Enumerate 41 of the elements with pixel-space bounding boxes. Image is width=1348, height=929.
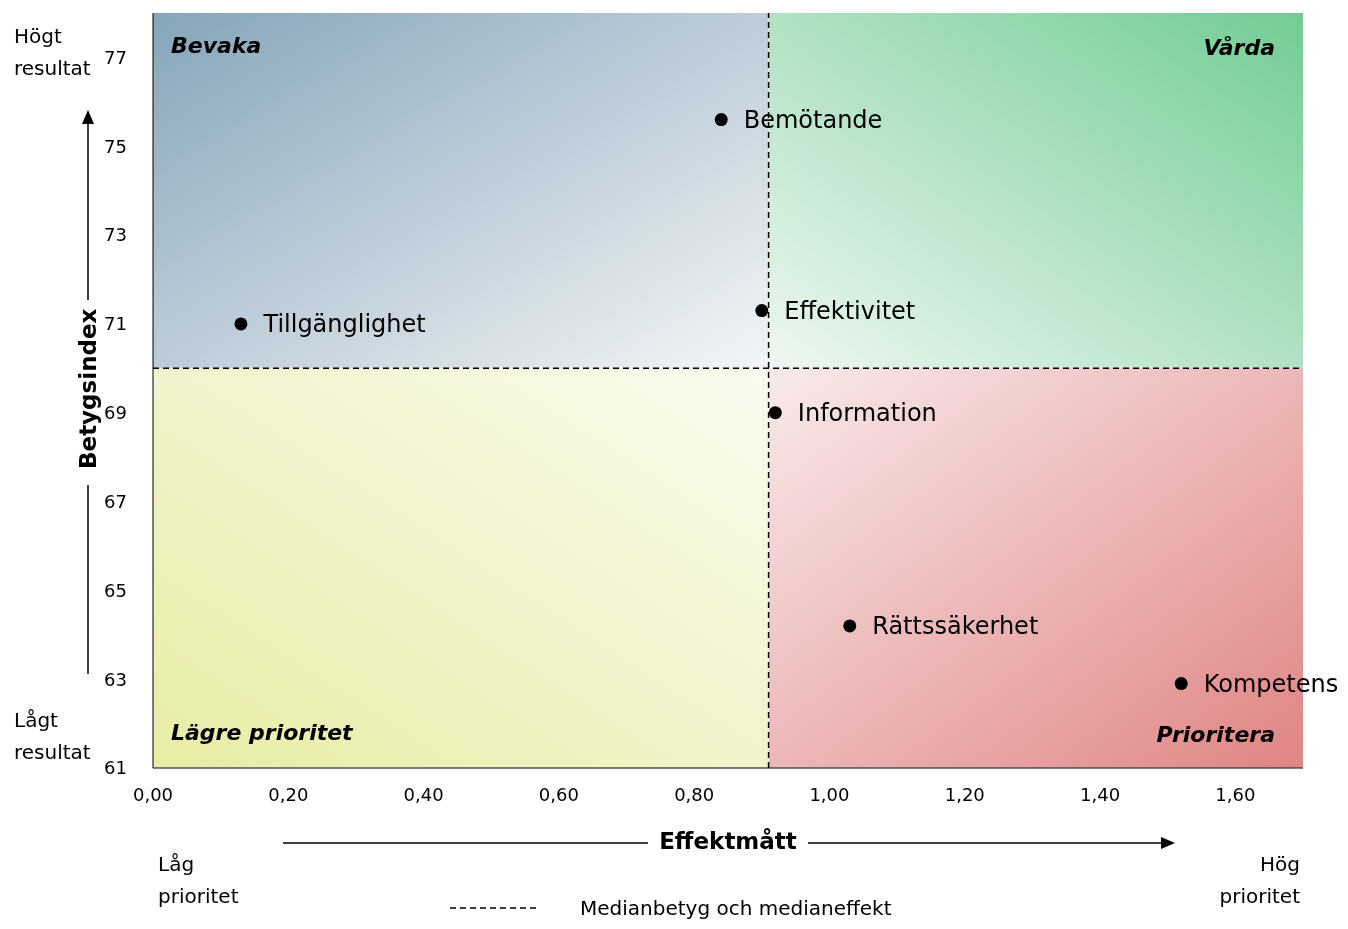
text: Hög prioritet (1219, 851, 1300, 910)
series-label: Bemötande (743, 106, 883, 135)
point (768, 406, 782, 420)
x-tick-label: 1,60 (1215, 783, 1256, 805)
y-tick-label: 61 (104, 757, 127, 779)
series-label: Tillgänglighet (262, 310, 426, 339)
y-tick-label: 73 (104, 224, 127, 246)
y-tick-label: 67 (104, 490, 127, 512)
point (714, 113, 728, 127)
series-label: Effektivitet (784, 297, 916, 326)
x-tick-label: 0,00 (132, 783, 174, 805)
y-tick-label: 75 (104, 135, 127, 157)
annotation: Prioritera (1156, 722, 1275, 747)
series-label: Information (797, 399, 937, 428)
x-tick-label: 1,40 (1080, 783, 1121, 805)
annotation: Lägre prioritet (171, 720, 353, 745)
x-tick-label: 0,80 (674, 783, 715, 805)
x-tick-label: 0,40 (403, 783, 444, 805)
text: Lågt resultat (14, 707, 91, 766)
x-axis-title: Effektmått (658, 828, 798, 854)
y-tick-label: 69 (104, 402, 127, 424)
annotation: Vårda (1203, 35, 1275, 60)
text: Högt resultat (14, 23, 91, 82)
legend-label: Medianbetyg och medianeffekt (580, 896, 892, 920)
y-axis-title: Betygsindex (75, 308, 101, 469)
x-tick-label: 0,60 (538, 783, 579, 805)
point (234, 317, 248, 331)
annotation: Bevaka (171, 33, 262, 58)
point (843, 619, 857, 633)
x-tick-label: 0,20 (268, 783, 309, 805)
y-tick-label: 65 (104, 579, 127, 601)
y-tick-label: 71 (104, 313, 127, 335)
y-tick-label: 77 (104, 46, 127, 68)
point (755, 304, 769, 318)
x-tick-label: 1,20 (944, 783, 985, 805)
point (1174, 677, 1188, 691)
series-label: Rättssäkerhet (872, 612, 1039, 641)
x-tick-label: 1,00 (809, 783, 850, 805)
text: Låg prioritet (158, 851, 239, 910)
y-tick-label: 63 (104, 668, 127, 690)
series-label: Kompetens (1203, 670, 1339, 699)
